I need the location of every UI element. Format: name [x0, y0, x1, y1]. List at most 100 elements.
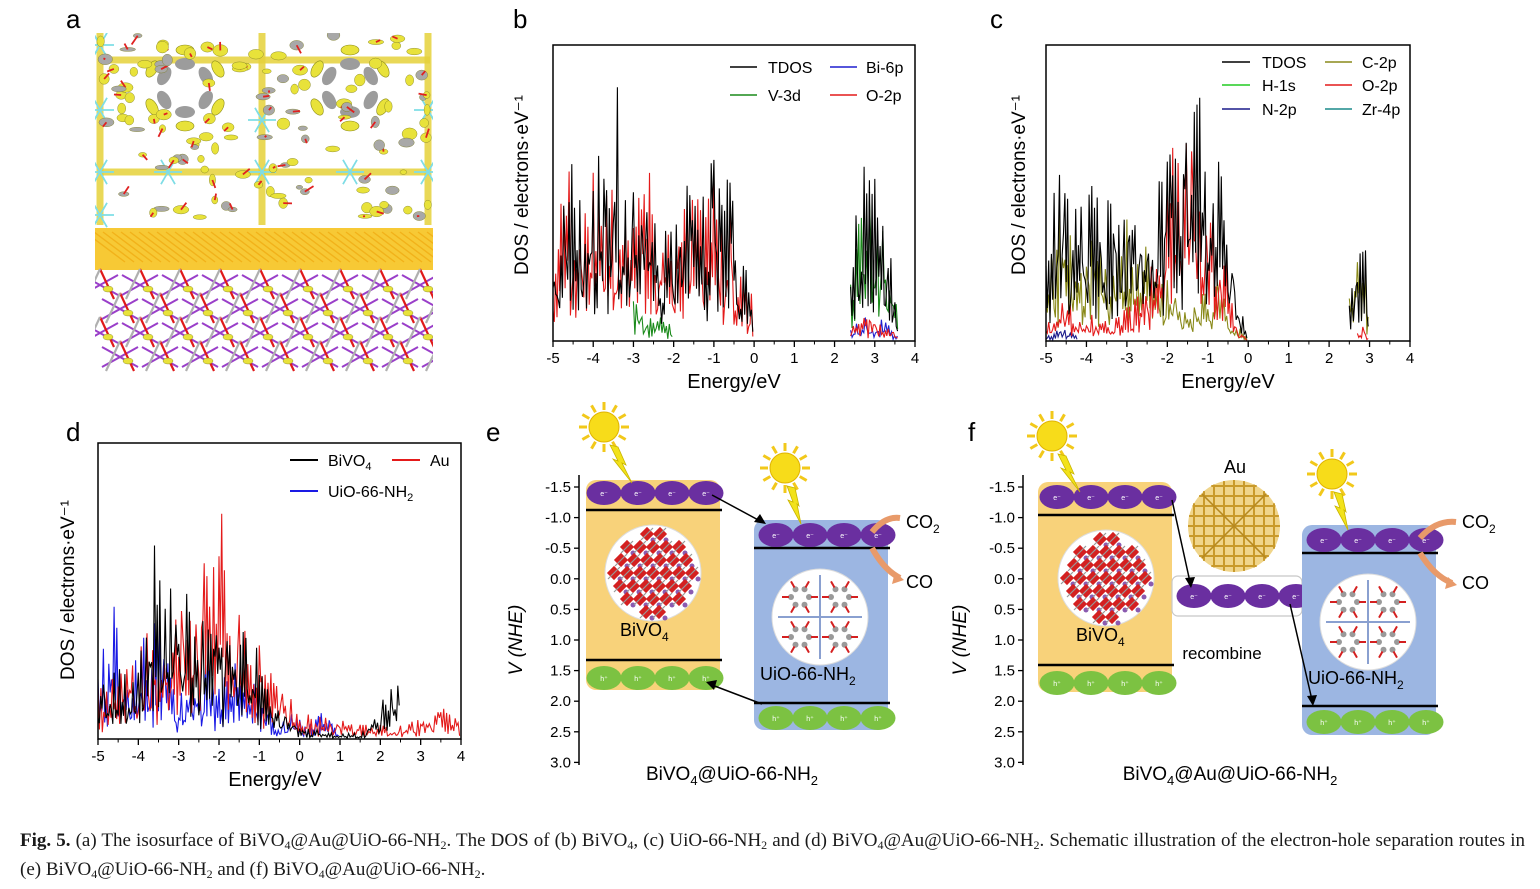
x-tick-label-b: 3: [871, 350, 879, 367]
y-tick-label: -1.5: [989, 479, 1015, 496]
y-tick-label: 3.0: [550, 754, 571, 771]
bivo4-label-e: BiVO4: [620, 620, 669, 644]
y-tick-label: 0.0: [994, 571, 1015, 588]
y-tick-label: 2.0: [550, 693, 571, 710]
svg-text:h⁺: h⁺: [840, 715, 848, 723]
x-tick-label-c: -4: [1080, 350, 1093, 367]
au-label-f: Au: [1224, 457, 1246, 477]
legend-b-bi6p: Bi-6p: [866, 60, 903, 77]
x-tick-label-b: -2: [667, 350, 680, 367]
au-particle-f: [1188, 480, 1280, 572]
legend-d-uio: UiO-66-NH2: [328, 484, 413, 504]
y-tick-label: -0.5: [989, 540, 1015, 557]
svg-text:e⁻: e⁻: [1320, 538, 1328, 545]
svg-text:h⁺: h⁺: [668, 675, 676, 683]
svg-text:h⁺: h⁺: [702, 675, 710, 683]
series-line-b-tdos: [552, 87, 899, 332]
y-axis-label-c: DOS / electrons·eV⁻¹: [1009, 95, 1030, 275]
svg-text:h⁺: h⁺: [1155, 680, 1163, 688]
x-tick-label-c: -3: [1120, 350, 1133, 367]
y-tick-label: -1.5: [545, 479, 571, 496]
x-axis-label-b: Energy/eV: [687, 371, 781, 393]
x-tick-label-d: 2: [376, 748, 384, 765]
bivo4-label-f: BiVO4: [1076, 625, 1125, 649]
y-tick-label: -0.5: [545, 540, 571, 557]
x-tick-label-b: 4: [911, 350, 919, 367]
y-tick-label: 3.0: [994, 754, 1015, 771]
legend-c-o2p: O-2p: [1362, 78, 1398, 95]
series-line-d-bivo4: [97, 545, 400, 740]
sun-icon: [1027, 411, 1081, 493]
figure: a A b DOS / electrons·eV⁻¹ -5 -4 -3 -2 -1 0 1 2…: [58, 4, 1496, 791]
series-line-c-n-2p: [1045, 329, 1078, 342]
panel-c: c DOS / electrons·eV⁻¹ -5 -4 -3 -2 -1 0 1 2 3 4 E…: [990, 4, 1414, 393]
svg-text:h⁺: h⁺: [772, 715, 780, 723]
legend-b-tdos: TDOS: [768, 60, 812, 77]
uio-label-e: UiO-66-NH2: [760, 664, 856, 688]
svg-text:e⁻: e⁻: [806, 533, 814, 540]
x-tick-label-b: -4: [587, 350, 600, 367]
series-line-c-tdos: [1045, 97, 1369, 339]
svg-text:h⁺: h⁺: [806, 715, 814, 723]
x-tick-label-b: -3: [627, 350, 640, 367]
axis-title-e: V (NHE): [506, 605, 527, 676]
panel-label-f: f: [968, 417, 976, 447]
sun-icon: [1307, 449, 1357, 531]
svg-text:e⁻: e⁻: [1121, 495, 1129, 502]
co-label-e: CO: [906, 572, 933, 592]
x-tick-label-b: 2: [830, 350, 838, 367]
svg-text:e⁻: e⁻: [668, 491, 676, 498]
svg-text:e⁻: e⁻: [1258, 594, 1266, 601]
y-tick-label: 2.5: [550, 724, 571, 741]
isosurface-image: A: [95, 33, 433, 373]
x-tick-label-d: 1: [336, 748, 344, 765]
legend-d-bivo4: BiVO4: [328, 453, 371, 473]
y-axis-label-d: DOS / electrons·eV⁻¹: [58, 500, 79, 680]
svg-text:h⁺: h⁺: [600, 675, 608, 683]
svg-text:e⁻: e⁻: [1422, 538, 1430, 545]
x-tick-label-d: -4: [132, 748, 145, 765]
svg-text:h⁺: h⁺: [1121, 680, 1129, 688]
figure-caption: Fig. 5. (a) The isosurface of BiVO4@Au@U…: [20, 830, 1525, 881]
svg-text:h⁺: h⁺: [1320, 719, 1328, 727]
legend-c-zr4p: Zr-4p: [1362, 102, 1400, 119]
x-tick-label-c: 2: [1325, 350, 1333, 367]
panel-label-c: c: [990, 4, 1003, 34]
y-tick-label: 2.5: [994, 724, 1015, 741]
legend-b: TDOS Bi-6p V-3d O-2p: [730, 60, 903, 105]
x-tick-label-d: 0: [295, 748, 303, 765]
panel-label-e: e: [486, 417, 500, 447]
svg-text:e⁻: e⁻: [1053, 495, 1061, 502]
bivo4-crystal-f: [1057, 529, 1155, 627]
svg-text:e⁻: e⁻: [1155, 495, 1163, 502]
x-tick-label-d: 3: [416, 748, 424, 765]
panel-b: b DOS / electrons·eV⁻¹ -5 -4 -3 -2 -1 0 1 2 3 4 E…: [512, 4, 919, 393]
legend-c-h1s: H-1s: [1262, 78, 1296, 95]
svg-text:e⁻: e⁻: [1087, 495, 1095, 502]
x-tick-label-d: -5: [91, 748, 104, 765]
bottom-title-f: BiVO4@Au@UiO-66-NH2: [1123, 764, 1338, 788]
panel-d: d DOS / electrons·eV⁻¹ -5 -4 -3 -2 -1 0 1 2 3 4 E…: [58, 417, 465, 791]
svg-text:e⁻: e⁻: [1354, 538, 1362, 545]
x-tick-label-c: 0: [1244, 350, 1252, 367]
co2-label-f: CO2: [1462, 512, 1496, 536]
legend-b-o2p: O-2p: [866, 88, 902, 105]
co2-label-e: CO2: [906, 512, 940, 536]
series-line-b-bi-6p: [850, 317, 898, 342]
legend-c: TDOS C-2p H-1s O-2p N-2p Zr-4p: [1222, 55, 1400, 119]
panel-label-b: b: [513, 4, 527, 34]
svg-text:e⁻: e⁻: [840, 533, 848, 540]
y-tick-label: 0.0: [550, 571, 571, 588]
x-tick-label-b: 0: [750, 350, 758, 367]
y-tick-label: 1.0: [550, 632, 571, 649]
series-line-b-v-3d: [632, 200, 899, 339]
y-tick-label: 0.5: [994, 601, 1015, 618]
y-tick-label: 2.0: [994, 693, 1015, 710]
bivo4-crystal-e: [604, 524, 702, 622]
uio-label-f: UiO-66-NH2: [1308, 668, 1404, 692]
y-tick-label: 1.5: [994, 663, 1015, 680]
svg-text:e⁻: e⁻: [702, 491, 710, 498]
svg-text:e⁻: e⁻: [772, 533, 780, 540]
svg-text:h⁺: h⁺: [1053, 680, 1061, 688]
x-tick-label-c: 1: [1284, 350, 1292, 367]
